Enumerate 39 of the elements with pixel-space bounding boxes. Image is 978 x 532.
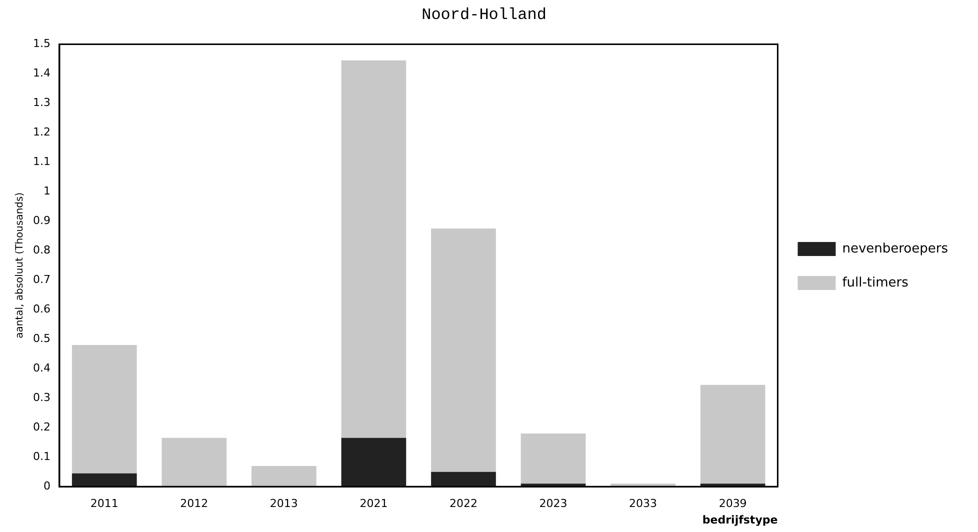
bar — [520, 434, 586, 484]
x-axis-title: bedrijfstype — [702, 513, 778, 526]
y-tick-label: 1.2 — [32, 126, 50, 139]
y-tick-label: 1 — [43, 184, 50, 198]
bar — [72, 473, 137, 487]
bar — [700, 384, 766, 484]
x-tick-label: 2021 — [360, 497, 388, 510]
x-tick-label: 2022 — [449, 497, 478, 510]
y-tick-label: 0.7 — [32, 273, 50, 286]
x-tick-label: 2033 — [629, 497, 658, 510]
x-tick-label: 2023 — [539, 497, 568, 510]
x-tick-label: 2011 — [90, 497, 118, 510]
y-tick-label: 0 — [43, 479, 50, 492]
bar — [252, 466, 316, 487]
y-tick-label: 0.6 — [32, 302, 50, 316]
legend-label: nevenberoepers — [842, 241, 948, 256]
bar — [431, 472, 496, 487]
bar — [72, 345, 137, 474]
y-axis-title: aantal, absoluut (Thousands) — [14, 192, 26, 338]
y-tick-label: 0.1 — [32, 450, 50, 463]
bar — [431, 228, 496, 472]
y-tick-label: 0.2 — [32, 420, 50, 434]
bar — [341, 60, 406, 438]
x-tick-label: 2039 — [718, 497, 747, 510]
y-tick-label: 1.3 — [32, 96, 50, 110]
y-tick-label: 1.1 — [32, 155, 50, 168]
y-tick-label: 0.4 — [32, 361, 50, 374]
y-tick-label: 0.9 — [32, 214, 50, 228]
y-tick-label: 0.5 — [32, 332, 50, 345]
y-tick-label: 1.5 — [32, 37, 50, 50]
y-tick-label: 0.8 — [32, 244, 50, 257]
legend-label: full-timers — [842, 275, 909, 290]
bar — [162, 438, 227, 487]
chart-title: Noord-Holland — [422, 6, 546, 24]
x-tick-label: 2012 — [180, 497, 208, 510]
y-tick-label: 1.4 — [32, 66, 50, 80]
x-tick-label: 2013 — [270, 497, 298, 510]
y-tick-label: 0.3 — [32, 390, 50, 404]
bar — [341, 438, 406, 487]
